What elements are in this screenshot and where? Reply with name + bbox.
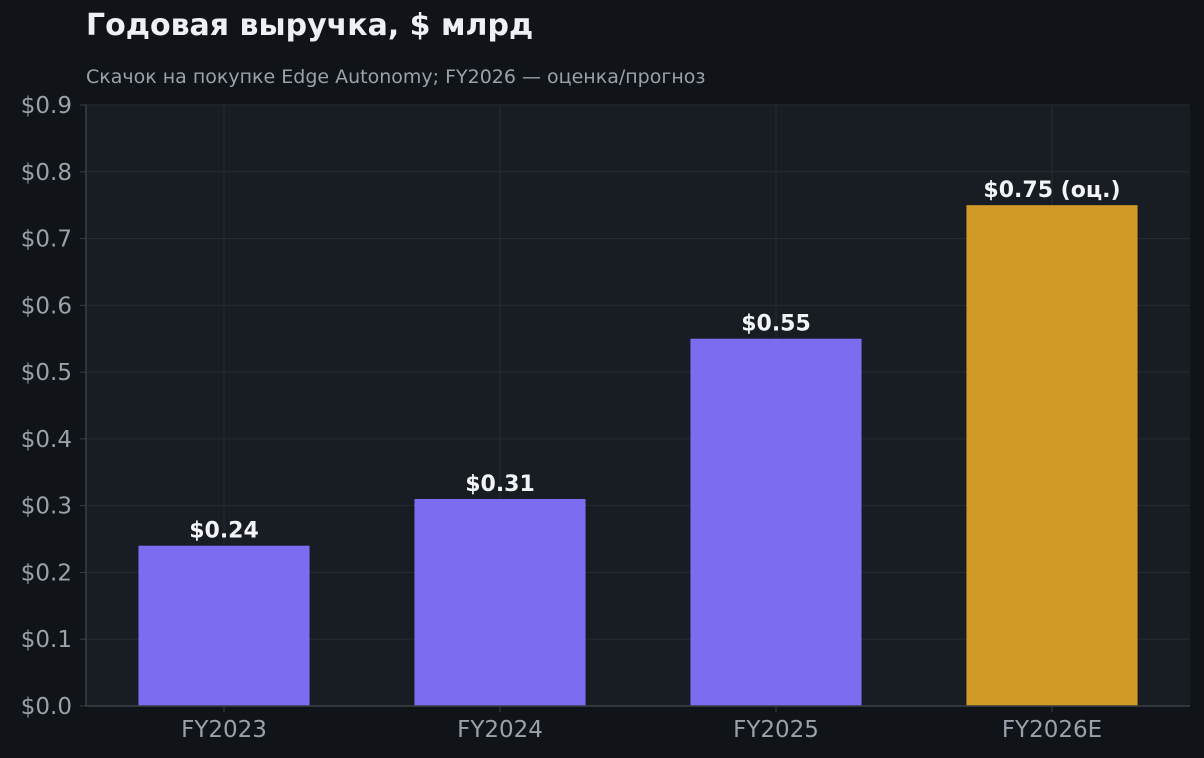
x-tick-label: FY2025 xyxy=(733,717,819,743)
labels: $0.0 $0.1 $0.2 $0.3 $0.4 $0.5 $0.6 $0.7 $0.8 $0.9… xyxy=(21,93,1121,743)
y-tick-label: $0.9 xyxy=(21,93,72,119)
y-tick-label: $0.2 xyxy=(21,560,72,586)
y-tick-label: $0.8 xyxy=(21,160,72,186)
bars xyxy=(138,205,1138,706)
bar-fy2023 xyxy=(138,545,310,706)
chart-subtitle: Скачок на покупке Edge Autonomy; FY2026 … xyxy=(86,66,706,88)
y-tick-label: $0.4 xyxy=(21,427,72,453)
data-label-fy2024: $0.31 xyxy=(465,472,535,497)
y-tick-label: $0.5 xyxy=(21,360,72,386)
axes xyxy=(80,104,1190,712)
x-tick-label: FY2026E xyxy=(1002,717,1102,743)
chart-title: Годовая выручка, $ млрд xyxy=(86,8,534,43)
data-label-fy2026e: $0.75 (оц.) xyxy=(983,178,1120,203)
x-tick-label: FY2024 xyxy=(457,717,543,743)
y-tick-label: $0.1 xyxy=(21,627,72,653)
bar-fy2025 xyxy=(690,338,862,706)
x-tick-label: FY2023 xyxy=(181,717,267,743)
y-tick-label: $0.6 xyxy=(21,293,72,319)
y-tick-label: $0.7 xyxy=(21,227,72,253)
y-tick-label: $0.0 xyxy=(21,694,72,720)
bar-fy2026e xyxy=(966,205,1138,706)
bar-fy2024 xyxy=(414,498,586,706)
data-label-fy2023: $0.24 xyxy=(189,519,259,544)
data-label-fy2025: $0.55 xyxy=(741,312,811,337)
y-tick-label: $0.3 xyxy=(21,494,72,520)
